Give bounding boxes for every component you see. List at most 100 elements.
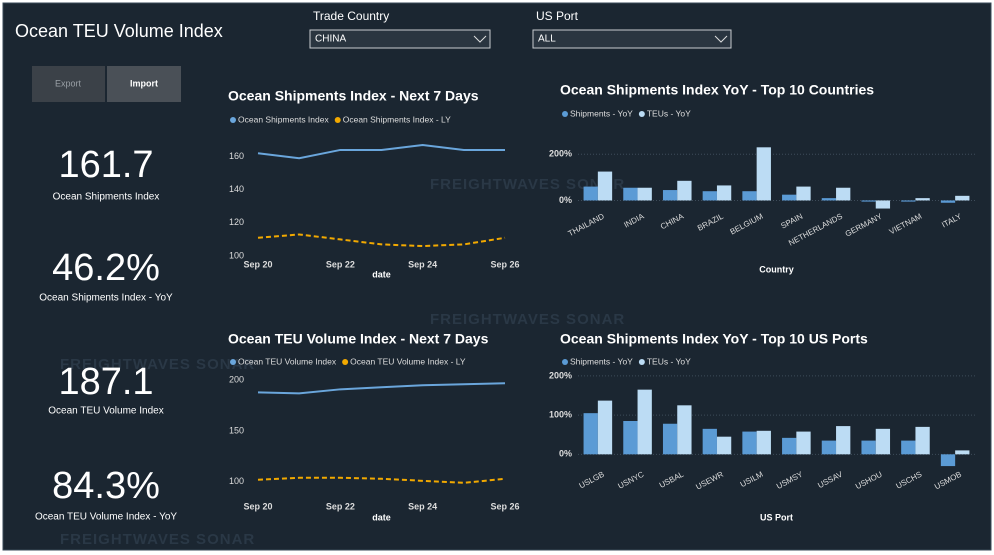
legend-marker — [230, 117, 236, 123]
bar — [637, 187, 652, 201]
x-axis-label: date — [372, 512, 391, 522]
bar — [583, 186, 598, 201]
watermark: FREIGHTWAVES SONAR — [430, 311, 625, 328]
legend-label: Ocean TEU Volume Index — [238, 356, 337, 366]
bar — [821, 440, 837, 455]
legend-label: Shipments - YoY — [570, 108, 633, 118]
x-tick-label: Sep 22 — [326, 259, 355, 269]
bar — [901, 440, 916, 455]
import-button[interactable] — [107, 66, 181, 102]
x-tick-label: Sep 26 — [490, 259, 519, 269]
bar — [702, 191, 717, 201]
legend-marker — [638, 111, 645, 117]
bar — [836, 426, 851, 455]
y-tick-label: 100 — [229, 476, 244, 486]
kpi-label: Ocean TEU Volume Index — [48, 406, 163, 417]
kpi-label: Ocean TEU Volume Index - YoY — [35, 512, 177, 523]
y-tick-label: 200 — [229, 375, 244, 385]
chart-title: Ocean Shipments Index YoY - Top 10 Count… — [560, 82, 874, 98]
bar — [940, 454, 956, 467]
x-axis-label: US Port — [760, 512, 793, 522]
legend-marker — [230, 359, 236, 365]
bar — [955, 450, 970, 455]
bar — [940, 200, 956, 203]
kpi-label: Ocean Shipments Index — [53, 192, 160, 203]
legend-marker — [342, 359, 349, 365]
legend-marker — [334, 117, 341, 123]
legend-label: TEUs - YoY — [647, 108, 691, 118]
y-tick-label: 0% — [559, 195, 572, 205]
x-tick-label: Sep 24 — [408, 259, 437, 269]
bar — [662, 190, 678, 201]
kpi-label: Ocean Shipments Index - YoY — [39, 293, 173, 304]
y-tick-label: 200% — [549, 370, 572, 380]
series-line — [257, 382, 506, 395]
bar — [915, 426, 930, 455]
kpi-value: 187.1 — [58, 361, 153, 403]
legend-label: Shipments - YoY — [570, 356, 633, 366]
bar — [836, 187, 851, 201]
bar — [782, 437, 797, 455]
legend-label: TEUs - YoY — [647, 356, 691, 366]
chart-title: Ocean Shipments Index - Next 7 Days — [228, 88, 479, 104]
bar — [861, 440, 876, 455]
bar — [782, 194, 797, 201]
dropdown-value[interactable]: CHINA — [315, 34, 346, 45]
x-tick-label: Sep 26 — [490, 501, 519, 511]
y-tick-label: 140 — [229, 184, 244, 194]
bar — [915, 198, 930, 201]
bar — [955, 195, 970, 201]
y-tick-label: 120 — [229, 217, 244, 227]
bar — [742, 191, 757, 201]
kpi-value: 161.7 — [58, 144, 153, 186]
bar — [597, 171, 613, 201]
legend-marker — [562, 359, 568, 365]
bar — [901, 200, 916, 202]
bar — [796, 431, 811, 455]
filter-label: US Port — [536, 9, 579, 23]
legend-marker — [562, 111, 568, 117]
bar — [583, 413, 598, 455]
filter-label: Trade Country — [313, 9, 389, 23]
watermark: FREIGHTWAVES SONAR — [60, 356, 255, 373]
export-button[interactable] — [32, 66, 105, 102]
legend-marker — [638, 359, 645, 365]
watermark: FREIGHTWAVES SONAR — [430, 176, 625, 193]
bar — [597, 400, 613, 455]
y-tick-label: 200% — [549, 149, 572, 159]
legend-label: Ocean Shipments Index — [238, 114, 329, 124]
y-tick-label: 100 — [229, 250, 244, 260]
bar — [677, 405, 692, 455]
y-tick-label: 150 — [229, 425, 244, 435]
dropdown-value[interactable]: ALL — [538, 34, 556, 45]
bar — [756, 147, 771, 201]
bar — [861, 200, 876, 202]
x-tick-label: Sep 20 — [243, 259, 272, 269]
x-axis-label: date — [372, 269, 391, 279]
watermark: FREIGHTWAVES SONAR — [60, 531, 255, 548]
chart-title: Ocean Shipments Index YoY - Top 10 US Po… — [560, 331, 868, 347]
bar — [716, 185, 732, 201]
bar — [821, 198, 837, 201]
bar — [756, 430, 771, 455]
import-label[interactable]: Import — [130, 78, 158, 88]
bar — [662, 423, 678, 455]
x-tick-label: Sep 20 — [243, 501, 272, 511]
chart-title: Ocean TEU Volume Index - Next 7 Days — [228, 331, 489, 347]
chevron — [473, 35, 487, 43]
x-axis-label: Country — [759, 264, 794, 274]
series-line — [257, 476, 506, 484]
dropdown[interactable] — [532, 29, 732, 49]
page-title: Ocean TEU Volume Index — [15, 21, 223, 41]
export-label[interactable]: Export — [55, 78, 82, 88]
legend-label: Ocean TEU Volume Index - LY — [350, 356, 466, 366]
bar — [875, 428, 891, 455]
bar — [623, 187, 638, 201]
bar — [875, 200, 891, 209]
bar — [716, 436, 732, 455]
y-tick-label: 160 — [229, 151, 244, 161]
dropdown[interactable] — [309, 29, 491, 49]
kpi-value: 84.3% — [52, 465, 160, 507]
bar — [623, 421, 638, 455]
